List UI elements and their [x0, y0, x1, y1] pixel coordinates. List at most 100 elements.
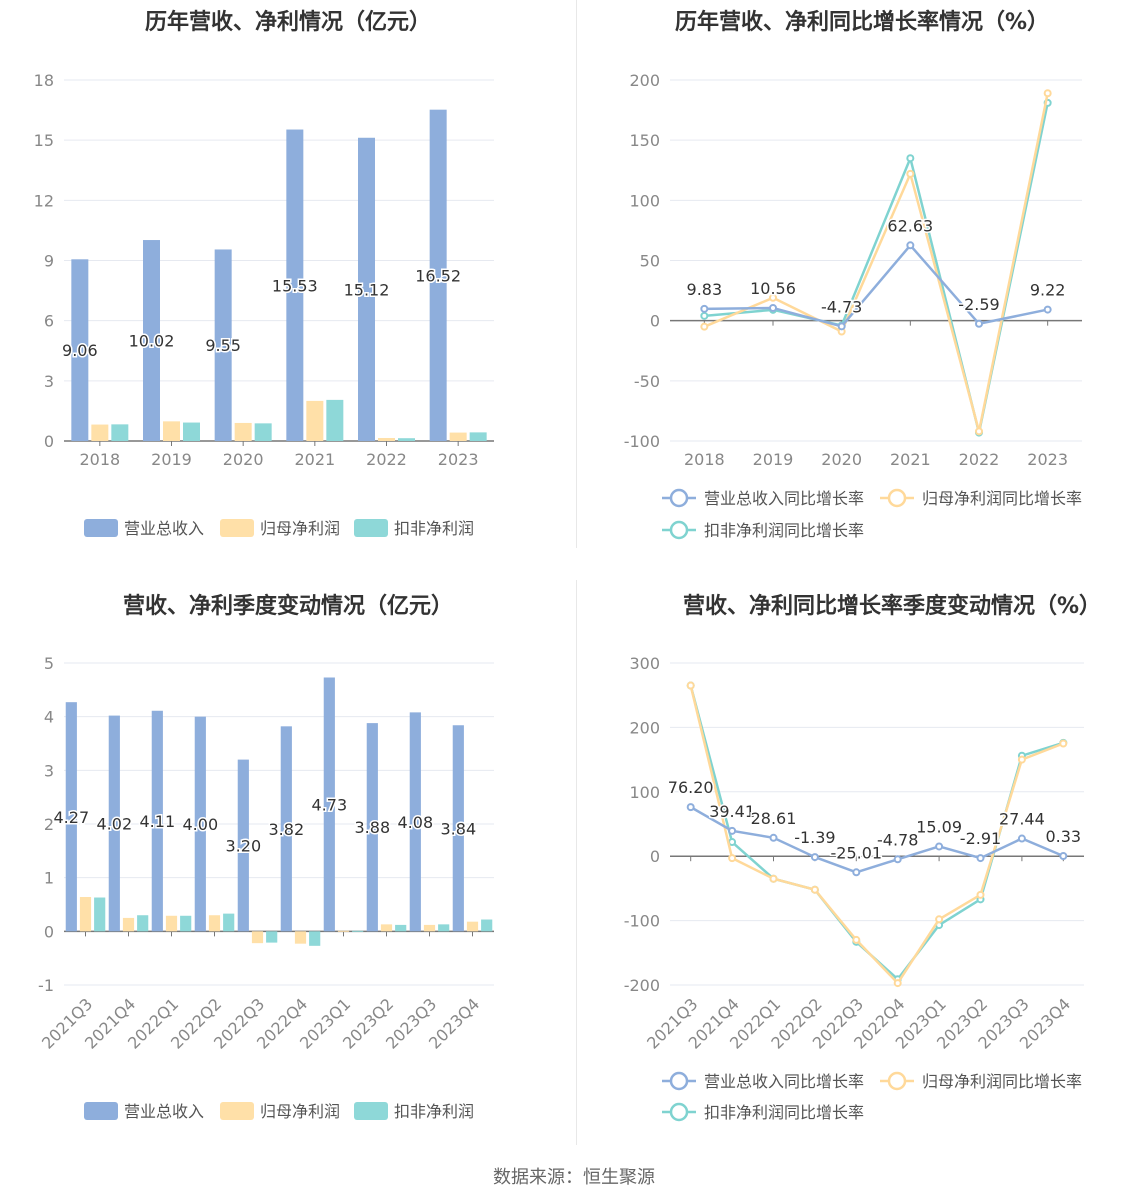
data-label: 9.06	[62, 341, 98, 360]
data-label: 3.20	[226, 836, 262, 855]
bar-net-profit	[294, 931, 307, 944]
y-tick-label: 9	[44, 252, 54, 271]
y-tick-label: 15	[34, 131, 54, 150]
legend-label: 归母净利润	[260, 1102, 340, 1121]
y-tick-label: 150	[629, 131, 660, 150]
point	[906, 169, 915, 178]
point	[976, 854, 985, 863]
line-deducted-growth	[704, 102, 1049, 433]
data-label: 9.83	[687, 280, 723, 299]
point	[906, 241, 915, 250]
bar-net-profit	[306, 400, 324, 441]
point	[1043, 305, 1052, 314]
data-label: 9.55	[205, 336, 241, 355]
bar-revenue	[151, 710, 163, 932]
bar-deducted-profit	[469, 432, 487, 441]
data-source: 数据来源：恒生聚源	[493, 1167, 655, 1188]
bar-revenue	[194, 716, 206, 932]
bar-revenue	[237, 759, 249, 932]
y-tick-label: 1	[44, 869, 54, 888]
point	[810, 885, 819, 894]
point	[728, 854, 737, 863]
y-tick-label: 3	[44, 372, 54, 391]
point	[1059, 739, 1068, 748]
bar-net-profit	[163, 421, 180, 441]
y-tick-label: 200	[629, 718, 660, 737]
bar-net-profit	[380, 924, 393, 932]
annual-growth-panel: 历年营收、净利同比增长率情况（%） -100 -50 0 50 100 150 200 201…	[576, 0, 1148, 560]
data-label: -2.91	[960, 829, 1001, 848]
point	[700, 311, 709, 320]
bar-deducted-profit	[326, 399, 344, 441]
y-tick-label: 0	[44, 432, 54, 451]
legend-label: 扣非净利润	[394, 1102, 474, 1121]
vertical-divider-bottom	[576, 580, 577, 1145]
bar-deducted-profit	[481, 919, 493, 932]
data-label: -25.01	[831, 843, 883, 862]
y-tick-label: 3	[44, 761, 54, 780]
x-tick-label: 2020	[223, 450, 264, 469]
bar-revenue	[286, 129, 304, 441]
x-tick-label: 2023	[438, 450, 479, 469]
legend-marker	[669, 1102, 689, 1122]
legend-label: 营业总收入同比增长率	[704, 489, 864, 508]
bar-revenue	[65, 702, 77, 932]
x-tick-label: 2019	[151, 450, 192, 469]
line-revenue-growth	[704, 243, 1048, 328]
vertical-divider-top	[576, 0, 577, 548]
point	[935, 842, 944, 851]
data-label: 9.22	[1030, 281, 1066, 300]
x-tick-label: 2018	[79, 450, 120, 469]
y-tick-label: 0	[44, 922, 54, 941]
quarterly-growth-chart: -200-10001002003002021Q32021Q42022Q12022…	[624, 654, 1084, 1122]
legend-label: 扣非净利润同比增长率	[704, 1103, 864, 1122]
data-label: 4.08	[398, 813, 434, 832]
point	[686, 803, 695, 812]
bar-deducted-profit	[183, 422, 200, 441]
legend-label: 归母净利润同比增长率	[922, 489, 1082, 508]
chart-title: 历年营收、净利同比增长率情况（%）	[674, 10, 1050, 35]
legend-label: 归母净利润	[260, 519, 340, 538]
y-tick-label: 0	[650, 847, 660, 866]
point	[1043, 89, 1052, 98]
point	[1017, 834, 1026, 843]
chart-title: 营收、净利季度变动情况（亿元）	[122, 594, 453, 619]
quarterly-amounts-panel: 营收、净利季度变动情况（亿元） -1 0 1 2 3 4 5 2021Q3 2021Q4 2022…	[0, 580, 576, 1150]
bar-net-profit	[251, 931, 264, 944]
legend-label: 扣非净利润	[394, 519, 474, 538]
bar-net-profit	[234, 422, 252, 441]
chart-title: 历年营收、净利情况（亿元）	[144, 10, 431, 35]
x-tick-label: 2023	[1027, 450, 1068, 469]
data-label: 10.02	[129, 332, 175, 351]
bar-net-profit	[91, 424, 109, 441]
legend-marker	[887, 488, 907, 508]
chart-title: 营收、净利同比增长率季度变动情况（%）	[682, 594, 1102, 619]
y-tick-label: 5	[44, 654, 54, 673]
point	[1017, 755, 1026, 764]
point	[906, 154, 915, 163]
point	[975, 427, 983, 436]
y-tick-label: 18	[34, 71, 54, 90]
x-tick-label: 2019	[753, 450, 794, 469]
bar-revenue	[358, 137, 375, 441]
bar-deducted-profit	[94, 897, 106, 932]
point	[837, 322, 846, 331]
x-tick-label: 2022	[959, 450, 1000, 469]
legend-swatch	[84, 519, 118, 537]
bar-revenue	[214, 249, 232, 441]
y-tick-label: 50	[640, 252, 660, 271]
data-label: 3.88	[355, 818, 391, 837]
legend-swatch	[84, 1102, 118, 1120]
data-label: 4.73	[312, 795, 348, 814]
data-label: 15.09	[916, 817, 962, 836]
data-label: 39.41	[709, 802, 755, 821]
legend-label: 营业总收入	[124, 1102, 204, 1121]
point	[893, 979, 902, 988]
legend-label: 归母净利润同比增长率	[922, 1072, 1082, 1091]
data-label: 4.27	[54, 808, 90, 827]
x-tick-label: 2021	[890, 450, 931, 469]
y-tick-label: -50	[634, 372, 660, 391]
x-tick-label: 2020	[821, 450, 862, 469]
data-label: 62.63	[887, 216, 933, 235]
y-tick-label: -200	[624, 976, 660, 995]
